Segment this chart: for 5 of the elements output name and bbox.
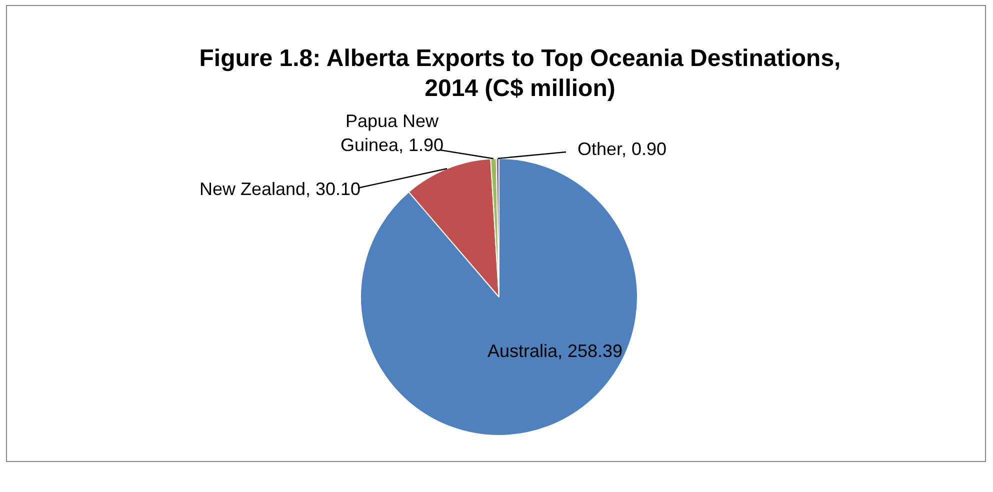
chart-title: Figure 1.8: Alberta Exports to Top Oceania Destinations, 2014 (C$ million): [198, 44, 842, 104]
slice-label: Australia, 258.39: [487, 340, 623, 361]
slice-label: Other, 0.90: [577, 138, 667, 159]
slice-label: Papua New Guinea, 1.90: [340, 110, 444, 155]
slice-label: New Zealand, 30.10: [199, 178, 361, 199]
